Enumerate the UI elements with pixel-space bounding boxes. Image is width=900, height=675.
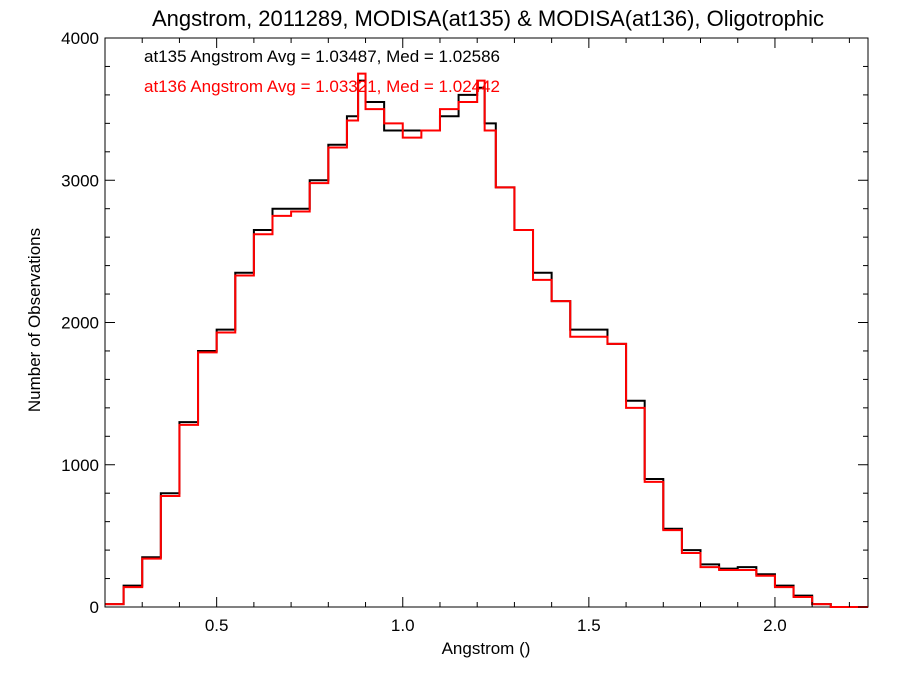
y-tick-label: 0 (90, 598, 99, 617)
y-tick-label: 4000 (61, 29, 99, 48)
x-axis: 0.5 1.0 1.5 2.0 (104, 38, 850, 635)
legend-annotation-at135: at135 Angstrom Avg = 1.03487, Med = 1.02… (144, 47, 500, 66)
series-line-1 (105, 72, 868, 608)
x-tick-label: 1.5 (577, 616, 601, 635)
series-layer (105, 72, 868, 608)
y-axis-label: Number of Observations (25, 228, 44, 412)
y-tick-label: 2000 (61, 314, 99, 333)
y-axis: 0 1000 2000 3000 4000 (61, 29, 868, 617)
y-tick-label: 1000 (61, 456, 99, 475)
x-axis-label: Angstrom () (442, 639, 531, 658)
y-tick-label: 3000 (61, 171, 99, 190)
x-tick-label: 1.0 (391, 616, 415, 635)
chart-title: Angstrom, 2011289, MODISA(at135) & MODIS… (152, 6, 824, 31)
x-tick-label: 0.5 (205, 616, 229, 635)
x-tick-label: 2.0 (763, 616, 787, 635)
series-line-0 (105, 79, 868, 608)
legend-annotation-at136: at136 Angstrom Avg = 1.03321, Med = 1.02… (144, 77, 500, 96)
